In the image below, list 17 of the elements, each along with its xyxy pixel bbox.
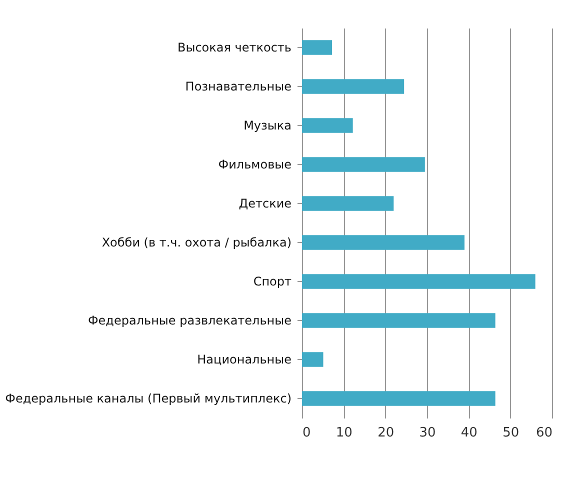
- y-tick-label: Хобби (в т.ч. охота / рыбалка): [102, 236, 292, 250]
- y-tick-label: Детские: [238, 196, 292, 210]
- x-tick-label: 0: [302, 426, 311, 440]
- x-tick-label: 50: [502, 426, 520, 440]
- y-tick-label: Познавательные: [185, 80, 292, 94]
- x-tick-label: 20: [378, 426, 394, 440]
- y-tick-label: Федеральные развлекательные: [88, 314, 292, 328]
- x-tick-label: 60: [536, 426, 552, 440]
- y-tick-label: Федеральные каналы (Первый мультиплекс): [5, 392, 292, 406]
- y-tick-label: Национальные: [197, 352, 292, 366]
- x-tick-label: 40: [460, 426, 478, 440]
- y-tick-label: Спорт: [253, 274, 292, 288]
- y-tick-label: Музыка: [244, 118, 292, 132]
- x-tick-label: 30: [419, 426, 436, 440]
- y-tick-label: Высокая четкость: [178, 40, 292, 54]
- y-tick-label: Фильмовые: [218, 158, 292, 172]
- x-tick-label: 10: [336, 426, 352, 440]
